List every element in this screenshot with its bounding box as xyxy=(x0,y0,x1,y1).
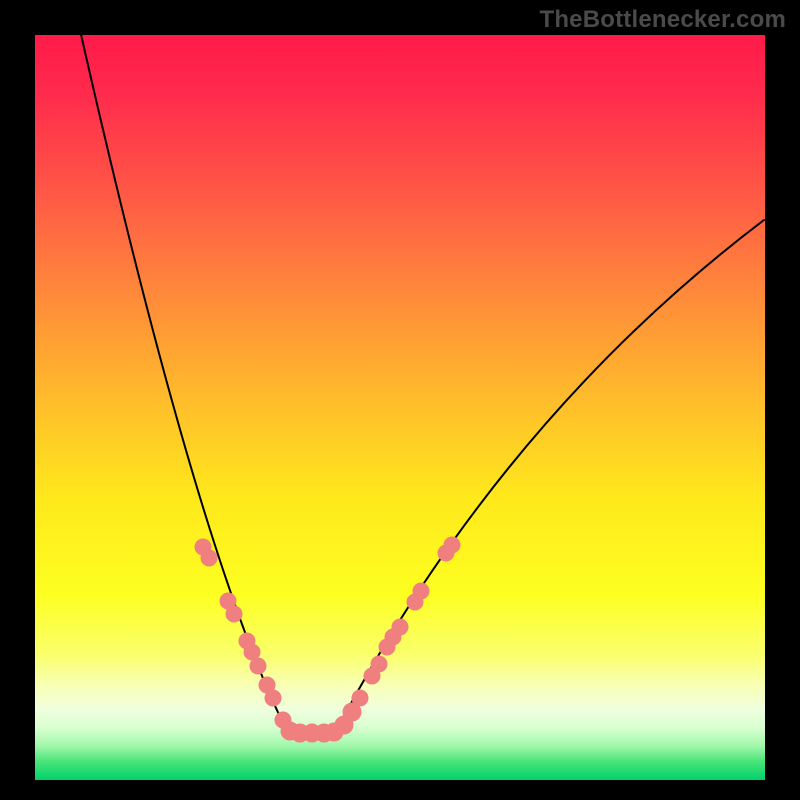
curve-marker xyxy=(413,583,429,599)
curve-marker xyxy=(201,550,217,566)
curve-marker xyxy=(250,658,266,674)
curve-marker xyxy=(371,656,387,672)
bottleneck-curve-chart xyxy=(0,0,800,800)
curve-marker xyxy=(352,690,368,706)
curve-marker xyxy=(392,619,408,635)
curve-marker xyxy=(444,537,460,553)
chart-root: TheBottlenecker.com xyxy=(0,0,800,800)
curve-marker xyxy=(265,690,281,706)
curve-marker xyxy=(226,606,242,622)
plot-background xyxy=(35,35,765,780)
